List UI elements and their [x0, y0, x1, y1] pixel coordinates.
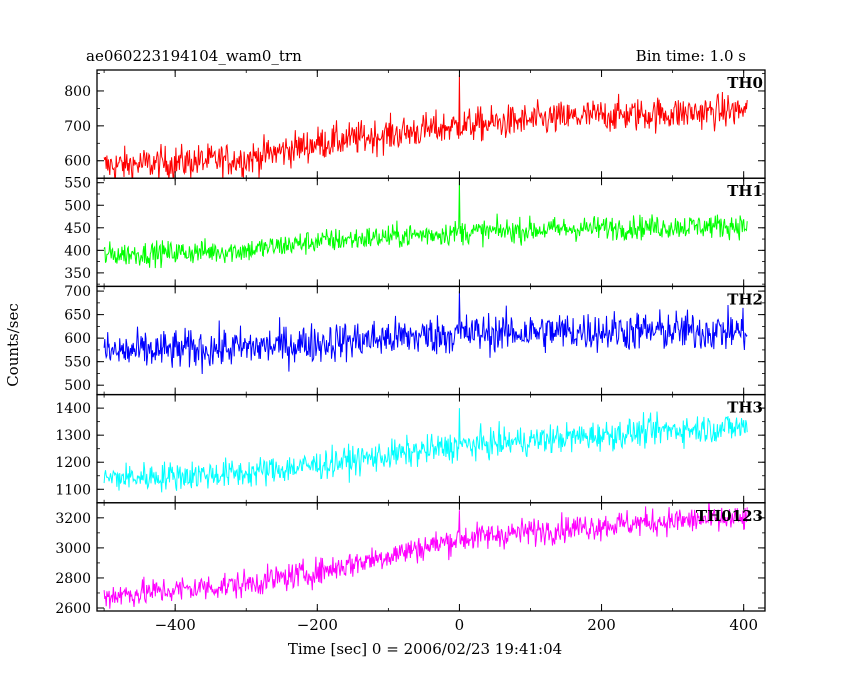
panel-label: TH2 [727, 290, 763, 308]
y-tick-label: 800 [64, 84, 91, 100]
x-tick-label: −400 [155, 616, 196, 634]
y-tick-label: 3000 [55, 541, 91, 557]
panel-th3: 1100 1200 1300 1400 TH3 [55, 393, 766, 504]
y-tick-label: 3200 [55, 511, 91, 527]
panel-th2: 500 550 600 650 700 TH2 [64, 284, 766, 396]
panel-th0123: 2600 2800 3000 3200 TH0123 [55, 502, 766, 617]
y-tick-label: 350 [64, 266, 91, 282]
panel-frame [96, 393, 766, 504]
series-th0123-line [103, 502, 748, 609]
y-tick-label: 700 [64, 119, 91, 135]
x-tick-label: 0 [455, 616, 465, 634]
y-tick-label: 600 [64, 154, 91, 170]
series-th3-line [103, 408, 748, 493]
y-axis-label: Counts/sec [4, 303, 22, 387]
y-tick-label: 650 [64, 308, 91, 324]
y-tick-label: 450 [64, 221, 91, 237]
y-tick-label: 500 [64, 198, 91, 214]
panel-frame [96, 502, 766, 612]
panel-label: TH3 [727, 399, 763, 417]
x-axis-label: Time [sec] 0 = 2006/02/23 19:41:04 [288, 640, 562, 658]
series-th0-line [103, 75, 748, 179]
y-tick-label: 700 [64, 284, 91, 300]
y-tick-label: 1100 [55, 482, 91, 498]
panel-label: TH1 [727, 182, 763, 200]
y-tick-label: 550 [64, 176, 91, 192]
x-tick-label: −200 [297, 616, 338, 634]
x-tick-label: 400 [729, 616, 758, 634]
panel-th1: 350 400 450 500 550 TH1 [64, 176, 766, 288]
bin-time-label: Bin time: 1.0 s [636, 47, 746, 65]
series-th1-line [103, 180, 748, 269]
y-tick-label: 600 [64, 331, 91, 347]
panel-label: TH0 [727, 74, 763, 92]
y-tick-label: 2800 [55, 571, 91, 587]
panel-th0: 600 700 800 TH0 [64, 69, 766, 179]
y-tick-label: 550 [64, 355, 91, 371]
panel-label: TH0123 [696, 507, 763, 525]
x-tick-label: 200 [587, 616, 616, 634]
y-tick-label: 2600 [55, 601, 91, 617]
y-tick-label: 400 [64, 243, 91, 259]
chart-title: ae060223194104_wam0_trn [86, 47, 302, 65]
y-tick-label: 1400 [55, 401, 91, 417]
y-tick-label: 500 [64, 378, 91, 394]
panel-frame [96, 177, 766, 288]
y-tick-label: 1200 [55, 455, 91, 471]
series-th2-line [103, 291, 748, 375]
y-tick-label: 1300 [55, 428, 91, 444]
